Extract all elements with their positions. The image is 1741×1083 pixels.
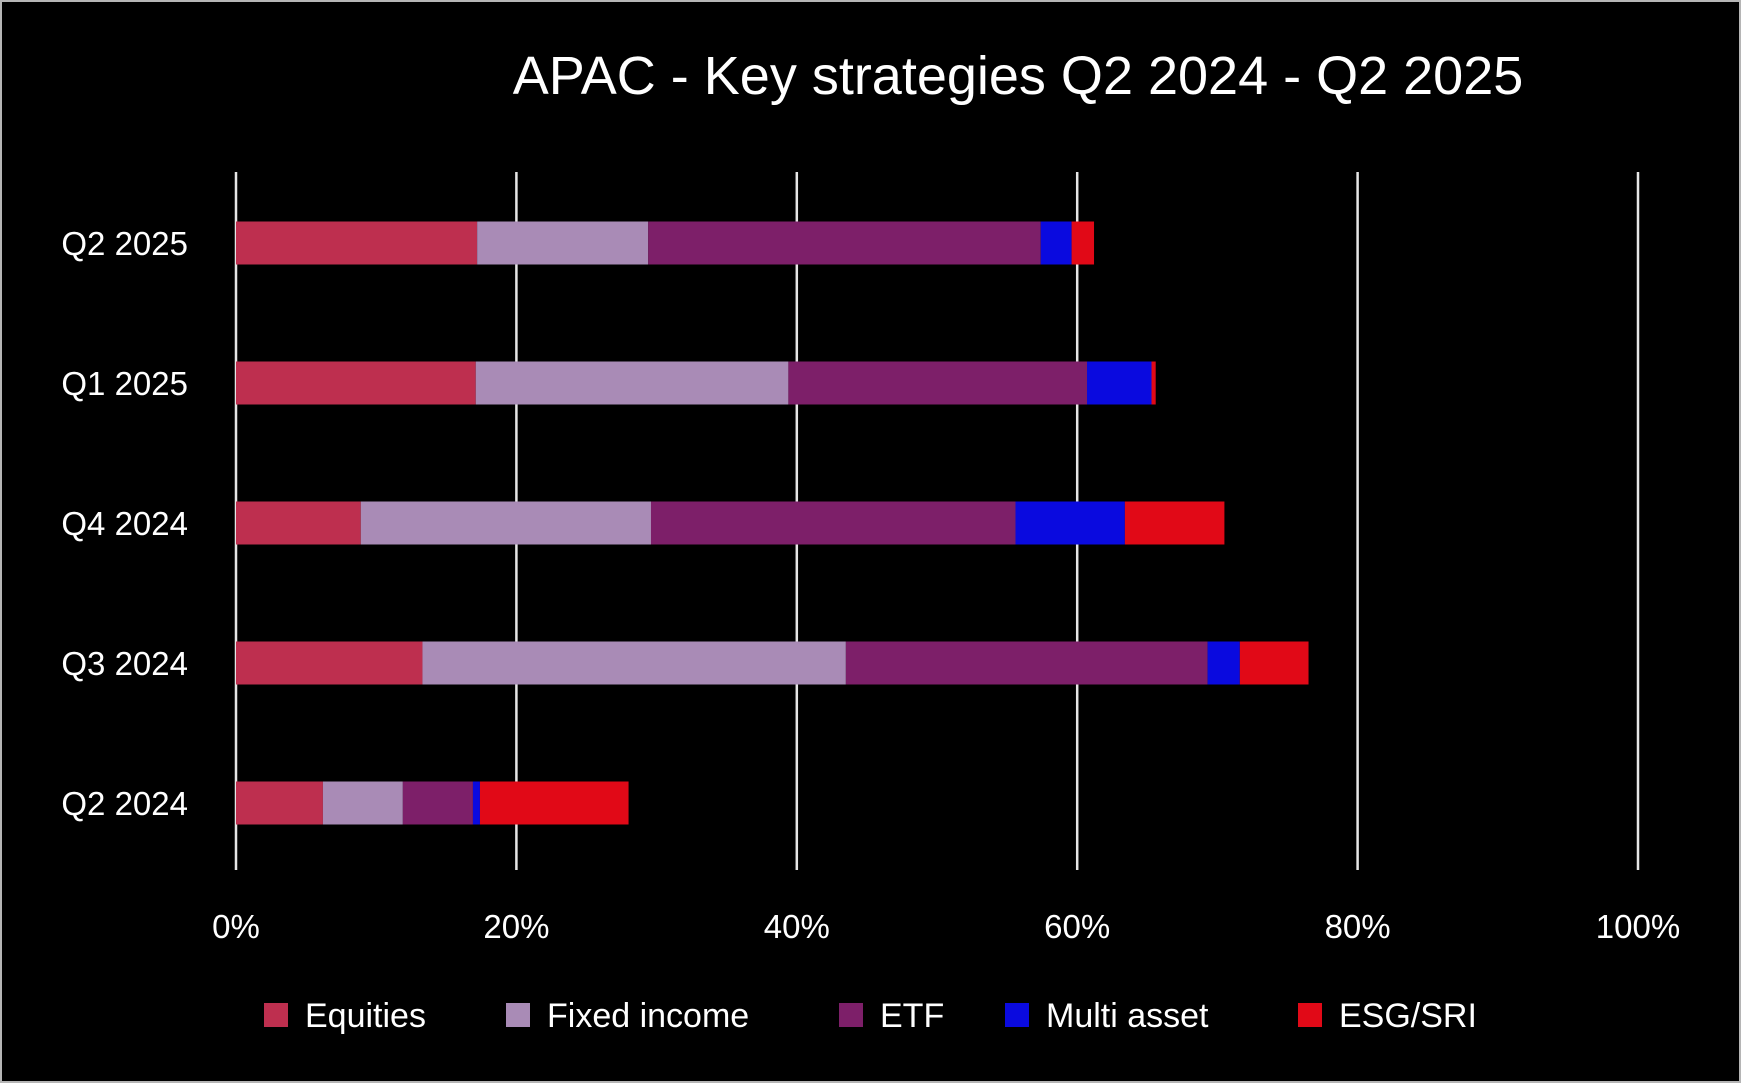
bar-esg-sri-q4-2024 <box>1124 501 1225 545</box>
bar-esg-sri-q2-2025 <box>1071 221 1095 265</box>
bars <box>236 221 1309 825</box>
category-label: Q1 2025 <box>61 365 188 402</box>
legend-swatch <box>264 1003 288 1027</box>
x-tick-label: 60% <box>1044 908 1110 945</box>
x-tick-label: 20% <box>483 908 549 945</box>
legend-label: Fixed income <box>547 997 749 1035</box>
chart-title: APAC - Key strategies Q2 2024 - Q2 2025 <box>513 46 1524 106</box>
x-tick-label: 80% <box>1325 908 1391 945</box>
legend-swatch <box>839 1003 863 1027</box>
bar-fixed-income-q2-2025 <box>477 221 649 265</box>
x-tick-label: 0% <box>212 908 260 945</box>
category-label: Q2 2025 <box>61 225 188 262</box>
bar-equities-q1-2025 <box>236 361 476 405</box>
category-label: Q4 2024 <box>61 505 188 542</box>
bar-multi-asset-q2-2024 <box>472 781 480 825</box>
bar-equities-q3-2024 <box>236 641 423 685</box>
legend-label: ESG/SRI <box>1339 997 1477 1035</box>
x-tick-label: 40% <box>764 908 830 945</box>
category-label: Q3 2024 <box>61 645 188 682</box>
bar-etf-q2-2025 <box>648 221 1041 265</box>
bar-fixed-income-q3-2024 <box>422 641 846 685</box>
value-axis: 0% 20% 40% 60% 80% 100% <box>212 908 1680 945</box>
legend: Equities Fixed income ETF Multi asset ESG/SR… <box>264 997 1477 1035</box>
bar-equities-q2-2025 <box>236 221 478 265</box>
category-axis: Q2 2025 Q1 2025 Q4 2024 Q3 2024 Q2 2024 <box>61 225 188 822</box>
bar-fixed-income-q4-2024 <box>360 501 651 545</box>
bar-etf-q3-2024 <box>845 641 1208 685</box>
bar-esg-sri-q3-2024 <box>1239 641 1309 685</box>
bar-multi-asset-q2-2025 <box>1040 221 1072 265</box>
legend-swatch <box>506 1003 530 1027</box>
bar-fixed-income-q1-2025 <box>475 361 789 405</box>
legend-label: Multi asset <box>1046 997 1209 1035</box>
bar-multi-asset-q1-2025 <box>1087 361 1152 405</box>
bar-etf-q4-2024 <box>650 501 1016 545</box>
bar-esg-sri-q2-2024 <box>479 781 629 825</box>
bar-equities-q2-2024 <box>236 781 323 825</box>
bar-esg-sri-q1-2025 <box>1151 361 1156 405</box>
bar-multi-asset-q4-2024 <box>1015 501 1125 545</box>
legend-swatch <box>1298 1003 1322 1027</box>
legend-label: Equities <box>305 997 426 1035</box>
category-label: Q2 2024 <box>61 785 188 822</box>
legend-swatch <box>1005 1003 1029 1027</box>
bar-equities-q4-2024 <box>236 501 361 545</box>
bar-fixed-income-q2-2024 <box>322 781 403 825</box>
bar-multi-asset-q3-2024 <box>1207 641 1240 685</box>
bar-etf-q2-2024 <box>402 781 473 825</box>
legend-label: ETF <box>880 997 944 1035</box>
bar-etf-q1-2025 <box>788 361 1088 405</box>
x-tick-label: 100% <box>1596 908 1680 945</box>
